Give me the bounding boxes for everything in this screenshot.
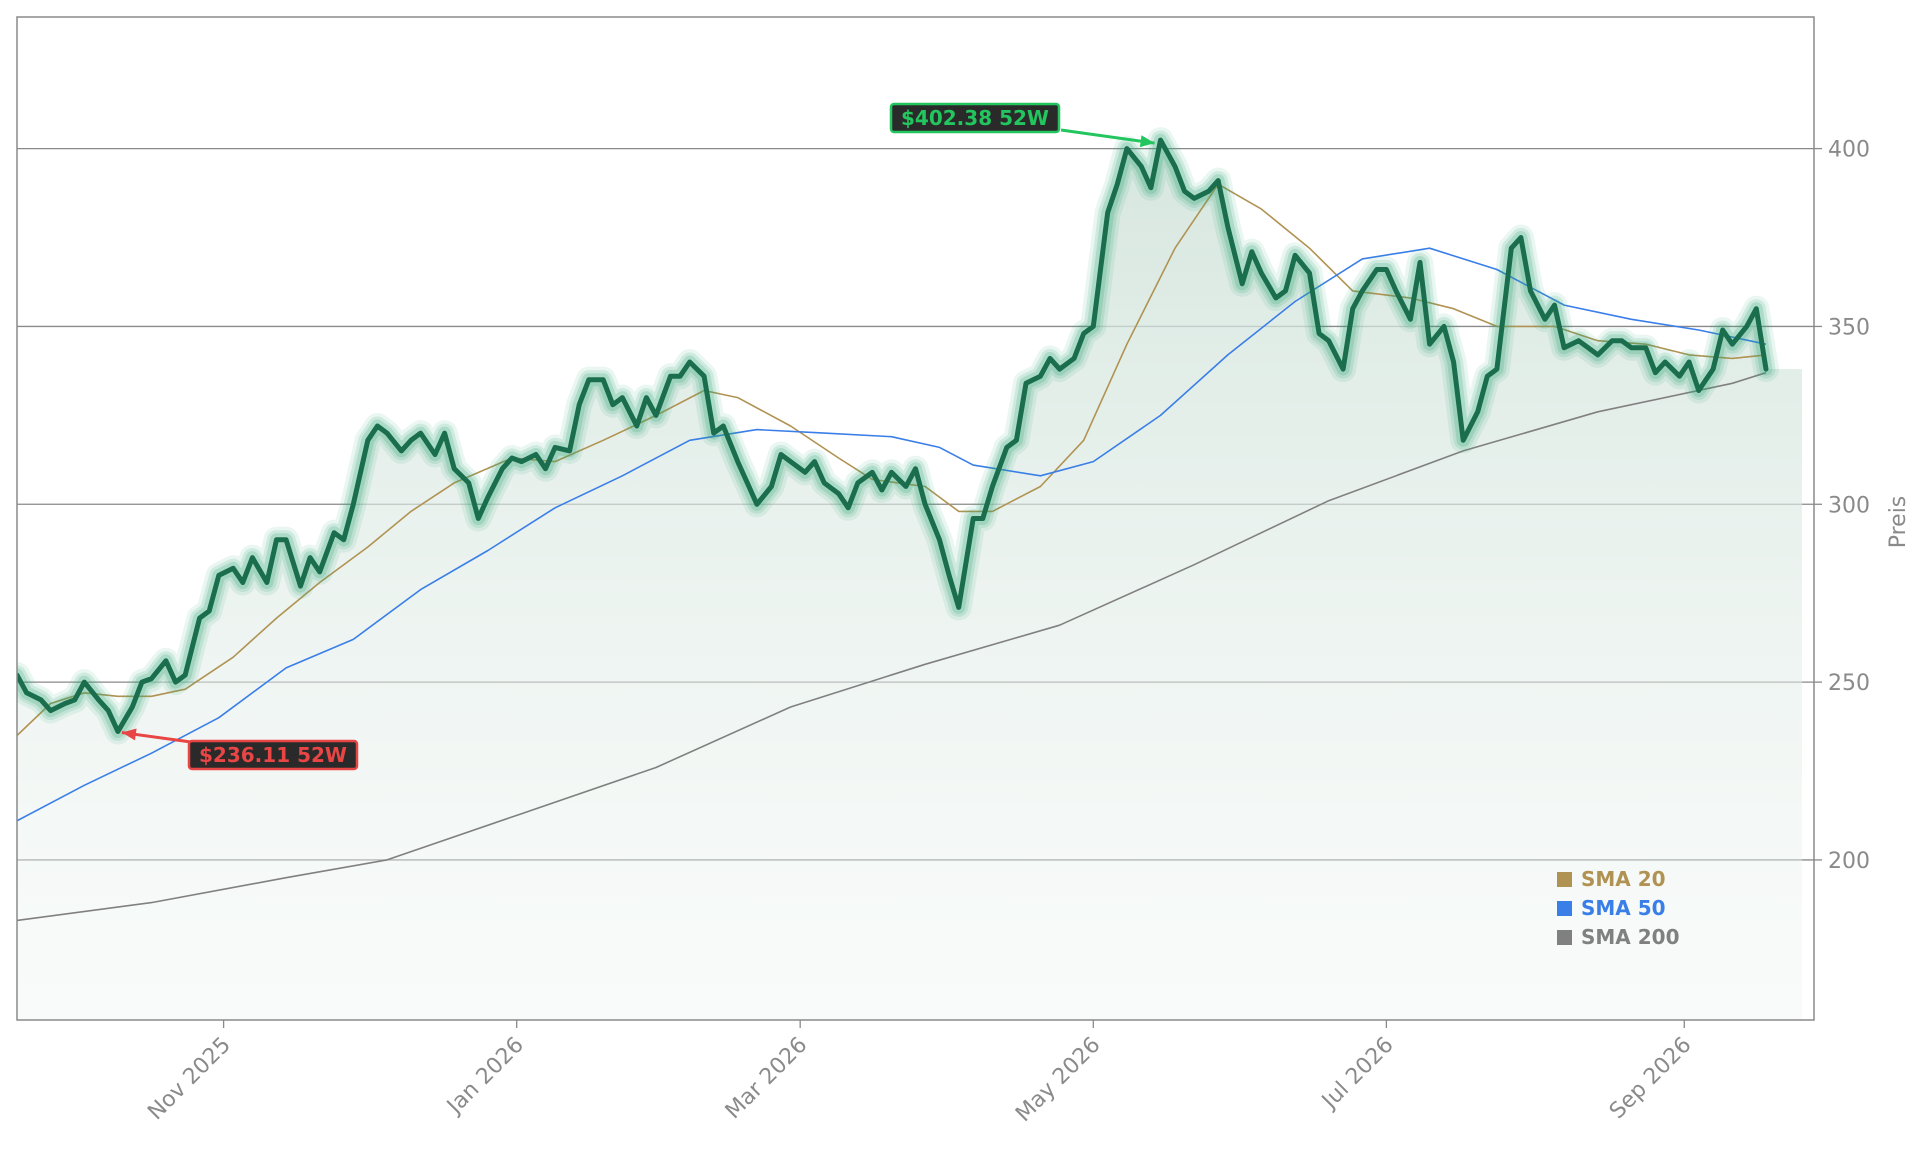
legend-swatch-sma200: [1557, 930, 1572, 945]
annotation-arrowhead-low: [121, 728, 137, 741]
annotation-high: $402.38 52W: [889, 102, 1155, 148]
annotations: $402.38 52W $236.11 52W: [121, 102, 1155, 771]
price-area-fill: [17, 140, 1802, 1020]
price-line: [17, 137, 1769, 734]
legend-swatch-sma50: [1557, 901, 1572, 916]
y-tick-label-200: 200: [1828, 849, 1870, 874]
plot-frame: [16, 16, 1815, 1021]
x-tick-label-1: Jan 2026: [441, 1033, 529, 1121]
annotation-arrow-high: [1060, 128, 1155, 145]
legend-swatch-sma20: [1557, 872, 1572, 887]
x-axis-ticks: Nov 2025 Jan 2026 Mar 2026 May 2026 Jul 2026…: [143, 1020, 1697, 1127]
x-tick-label-5: Sep 2026: [1605, 1033, 1697, 1125]
x-tick-label-2: Mar 2026: [721, 1033, 813, 1125]
price-area: [17, 140, 1802, 1020]
annotation-label-high: $402.38 52W: [901, 106, 1049, 130]
y-axis-title: Preis: [1886, 496, 1911, 549]
sma50-line: [17, 247, 1767, 822]
sma200-line: [17, 371, 1767, 922]
y-tick-label-300: 300: [1828, 493, 1870, 518]
annotation-box-low: [187, 739, 359, 771]
legend-label-sma200: SMA 200: [1581, 925, 1680, 949]
annotation-low: $236.11 52W: [121, 728, 359, 771]
sma-lines: [17, 183, 1767, 922]
legend-label-sma20: SMA 20: [1581, 867, 1666, 891]
x-tick-label-3: May 2026: [1011, 1033, 1105, 1127]
x-tick-label-0: Nov 2025: [143, 1033, 236, 1126]
annotation-arrowhead-high: [1139, 135, 1155, 148]
annotation-box-high: [889, 102, 1061, 134]
y-axis-ticks: 200 250 300 350 400: [1814, 138, 1870, 874]
legend: SMA 20 SMA 50 SMA 200: [1557, 867, 1680, 949]
y-tick-label-350: 350: [1828, 315, 1870, 340]
sma20-line: [17, 183, 1767, 737]
annotation-label-low: $236.11 52W: [199, 743, 347, 767]
legend-label-sma50: SMA 50: [1581, 896, 1666, 920]
y-tick-label-400: 400: [1828, 138, 1870, 163]
x-tick-label-4: Jul 2026: [1316, 1033, 1398, 1115]
price-series: [17, 127, 1779, 745]
y-tick-label-250: 250: [1828, 671, 1870, 696]
